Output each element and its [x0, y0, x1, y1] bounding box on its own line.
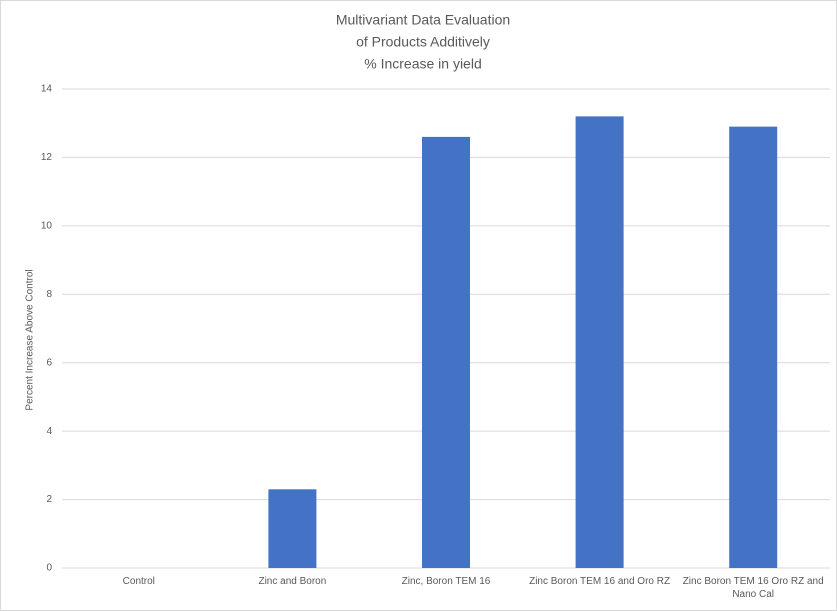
y-tick-label: 2 [46, 494, 52, 505]
x-tick-label: Zinc and Boron [258, 576, 327, 587]
y-tick-label: 0 [46, 563, 52, 574]
y-tick-label: 12 [41, 152, 53, 163]
x-tick-label: Zinc, Boron TEM 16 [401, 576, 491, 587]
y-axis-label: Percent Increase Above Control [25, 269, 36, 410]
y-tick-label: 10 [41, 220, 53, 231]
chart-title: Multivariant Data Evaluation [336, 12, 510, 28]
chart-title: % Increase in yield [364, 56, 482, 72]
y-tick-label: 4 [46, 426, 52, 437]
y-tick-label: 6 [46, 357, 52, 368]
bar [422, 136, 470, 568]
bar [729, 126, 778, 568]
y-tick-label: 8 [46, 289, 52, 300]
x-tick-label: Zinc Boron TEM 16 and Oro RZ [529, 576, 671, 587]
x-tick-label: Control [122, 576, 155, 587]
bar [575, 116, 624, 568]
x-tick-label: Zinc Boron TEM 16 Oro RZ and Nano Cal [682, 576, 824, 600]
chart-title: of Products Additively [356, 34, 490, 50]
bar [268, 489, 317, 568]
y-tick-label: 14 [41, 84, 53, 95]
